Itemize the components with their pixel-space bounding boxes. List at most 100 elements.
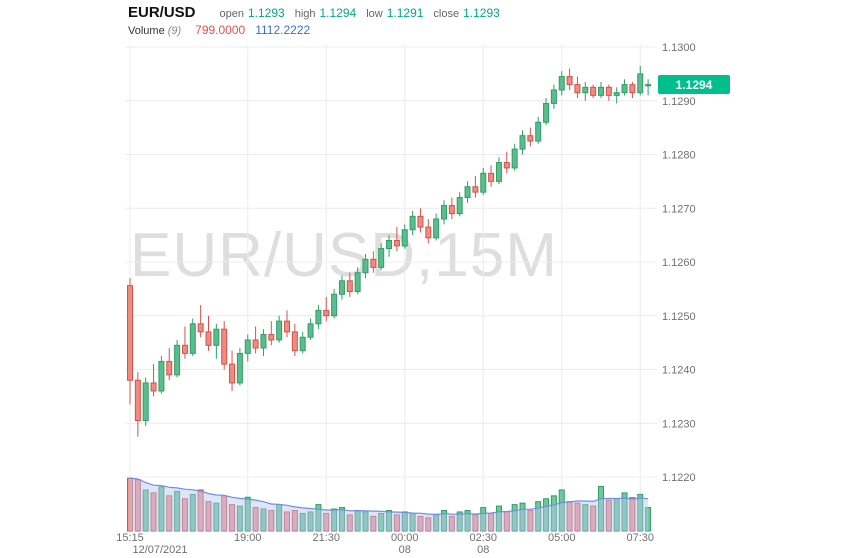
volume-bar — [307, 511, 314, 532]
candle-body — [417, 215, 424, 228]
close-label: close — [433, 8, 460, 20]
candle-body — [346, 280, 353, 293]
candle-body — [527, 135, 534, 142]
candle-body — [401, 229, 408, 247]
candle-body — [291, 331, 298, 352]
candle-body — [511, 148, 518, 169]
candle-body — [472, 186, 479, 193]
candle-body — [158, 360, 165, 392]
candle-body — [613, 92, 620, 96]
volume-bar — [629, 497, 636, 532]
volume-ma-value: 1112.2222 — [255, 23, 311, 37]
candle-body — [503, 162, 510, 169]
time-tick-label: 00:00 — [391, 532, 419, 544]
volume-bar — [558, 489, 565, 532]
candle-body — [174, 344, 181, 376]
volume-bar — [213, 502, 220, 532]
candle-body — [456, 197, 463, 215]
volume-bar — [550, 495, 557, 532]
volume-bar — [370, 515, 377, 532]
candle-body — [637, 73, 644, 94]
volume-bar — [598, 485, 604, 532]
time-tick-label: 05:00 — [548, 532, 576, 544]
candle-body — [315, 309, 322, 325]
candle-body — [323, 309, 330, 317]
volume-bar — [645, 507, 652, 532]
volume-bar — [574, 502, 581, 532]
grid — [125, 45, 657, 531]
candle-body — [150, 382, 157, 392]
candle-body — [425, 226, 432, 239]
candle-body — [252, 339, 259, 349]
candle-body — [621, 84, 628, 94]
volume-bar — [229, 504, 236, 532]
volume-bar — [495, 505, 502, 532]
candle-body — [205, 331, 212, 346]
volume-bar — [425, 517, 432, 532]
volume-bar — [260, 508, 267, 532]
candle-body — [543, 102, 550, 123]
volume-bar — [315, 504, 322, 532]
candle-body — [409, 215, 416, 231]
price-axis[interactable]: 1.1300 1.1290 1.1280 1.1270 1.1260 1.1250 1.12… — [662, 42, 696, 484]
volume-bar — [621, 492, 628, 532]
last-price-badge: 1.1294 — [658, 75, 730, 94]
candle-body — [331, 293, 338, 317]
candle-body — [166, 360, 173, 376]
price-tick-label: 1.1240 — [662, 365, 696, 377]
candle-body — [197, 323, 204, 333]
price-tick-label: 1.1220 — [662, 472, 696, 484]
volume-bar — [590, 505, 597, 532]
instrument-header: EUR/USD open 1.1293 high 1.1294 low 1.1291 clos… — [128, 4, 500, 22]
date-tick-label: 08 — [477, 544, 489, 556]
volume-bars[interactable] — [127, 477, 652, 532]
candle-body — [181, 344, 188, 354]
candle-body — [550, 89, 557, 104]
volume-bar — [480, 507, 487, 532]
candle-body — [448, 205, 455, 215]
candle-body — [464, 186, 471, 198]
volume-bar — [605, 499, 612, 532]
volume-bar — [244, 496, 251, 532]
candle-body — [276, 320, 283, 341]
candle-body — [598, 86, 604, 96]
candle-body — [236, 352, 243, 384]
candle-body — [134, 379, 141, 422]
candle-body — [284, 320, 290, 333]
volume-bar — [252, 507, 259, 532]
candle-body — [244, 339, 251, 354]
volume-bar — [189, 493, 196, 532]
volume-bar — [378, 512, 385, 532]
candle-body — [221, 328, 228, 365]
volume-bar — [299, 512, 306, 532]
volume-bar — [346, 514, 353, 532]
time-tick-label: 07:30 — [626, 532, 654, 544]
symbol-label: EUR/USD — [128, 4, 196, 21]
time-tick-label: 21:30 — [312, 532, 340, 544]
date-tick-label: 12/07/2021 — [132, 544, 187, 556]
open-value: 1.1293 — [248, 6, 285, 20]
price-tick-label: 1.1270 — [662, 203, 696, 215]
candle-body — [566, 76, 573, 86]
open-label: open — [219, 8, 244, 20]
volume-bar — [338, 507, 345, 532]
volume-bar — [323, 512, 330, 532]
volume-bar — [197, 489, 204, 532]
price-tick-label: 1.1230 — [662, 418, 696, 430]
volume-bar — [448, 515, 455, 532]
candle-body — [558, 76, 565, 91]
candle-body — [307, 323, 314, 338]
volume-bar — [150, 492, 157, 532]
candle-body — [605, 86, 612, 96]
volume-bar — [519, 502, 526, 532]
volume-bar — [527, 509, 534, 532]
candlesticks[interactable] — [127, 65, 652, 437]
volume-bar — [181, 498, 188, 532]
volume-bar — [166, 495, 173, 532]
volume-bar — [464, 509, 471, 532]
candle-body — [386, 240, 393, 250]
volume-bar — [535, 501, 542, 532]
